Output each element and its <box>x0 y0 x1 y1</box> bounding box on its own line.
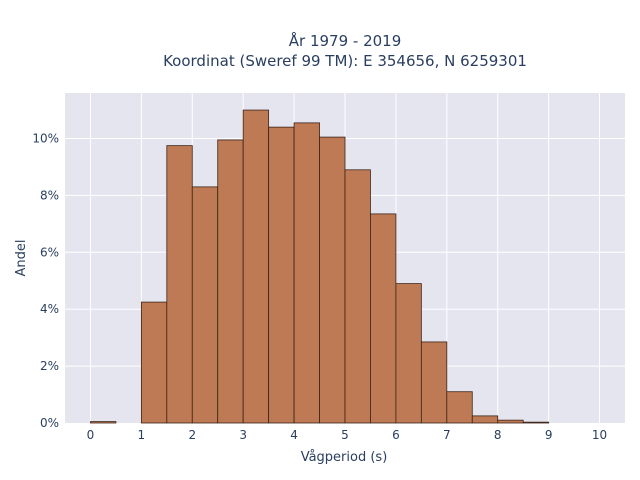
y-tick-label: 0% <box>40 416 59 430</box>
histogram-bar <box>166 145 193 424</box>
y-tick-label: 6% <box>40 245 59 259</box>
x-tick-label: 1 <box>138 428 146 442</box>
y-tick-label: 8% <box>40 188 59 202</box>
y-tick-label: 10% <box>32 132 59 146</box>
y-axis-title: Andel <box>14 240 29 277</box>
histogram-bar <box>446 391 473 424</box>
x-tick-label: 5 <box>341 428 349 442</box>
x-tick-label: 4 <box>290 428 298 442</box>
histogram-bar <box>140 301 168 424</box>
x-tick-label: 10 <box>592 428 607 442</box>
x-tick-label: 9 <box>545 428 553 442</box>
histogram-bar <box>497 419 524 424</box>
x-tick-label: 0 <box>87 428 95 442</box>
y-tick-label: 4% <box>40 302 59 316</box>
histogram-bar <box>242 109 270 424</box>
histogram-bar <box>319 136 346 424</box>
histogram-bar <box>293 122 320 424</box>
y-axis-ticks: 0% 2% 4% 6% 8% 10% <box>32 132 59 430</box>
x-tick-label: 2 <box>188 428 196 442</box>
x-axis-title: Vågperiod (s) <box>301 450 388 465</box>
histogram-bar <box>268 126 295 424</box>
histogram-bar <box>191 186 219 424</box>
chart-title: År 1979 - 2019 <box>289 31 402 50</box>
histogram-bar <box>522 421 550 424</box>
x-tick-label: 8 <box>494 428 502 442</box>
histogram-bar <box>370 213 397 424</box>
histogram-bar <box>471 415 499 424</box>
histogram-bar <box>344 169 371 424</box>
x-axis-ticks: 0 1 2 3 4 5 6 7 8 9 10 <box>87 428 608 442</box>
histogram-bar <box>420 341 448 424</box>
x-tick-label: 7 <box>443 428 451 442</box>
chart-subtitle: Koordinat (Sweref 99 TM): E 354656, N 62… <box>163 52 527 70</box>
histogram-bar <box>395 283 422 424</box>
y-tick-label: 2% <box>40 359 59 373</box>
bars <box>90 109 550 424</box>
histogram-bar <box>217 139 244 424</box>
x-tick-label: 6 <box>392 428 400 442</box>
histogram-bar <box>90 421 117 424</box>
x-tick-label: 3 <box>239 428 247 442</box>
